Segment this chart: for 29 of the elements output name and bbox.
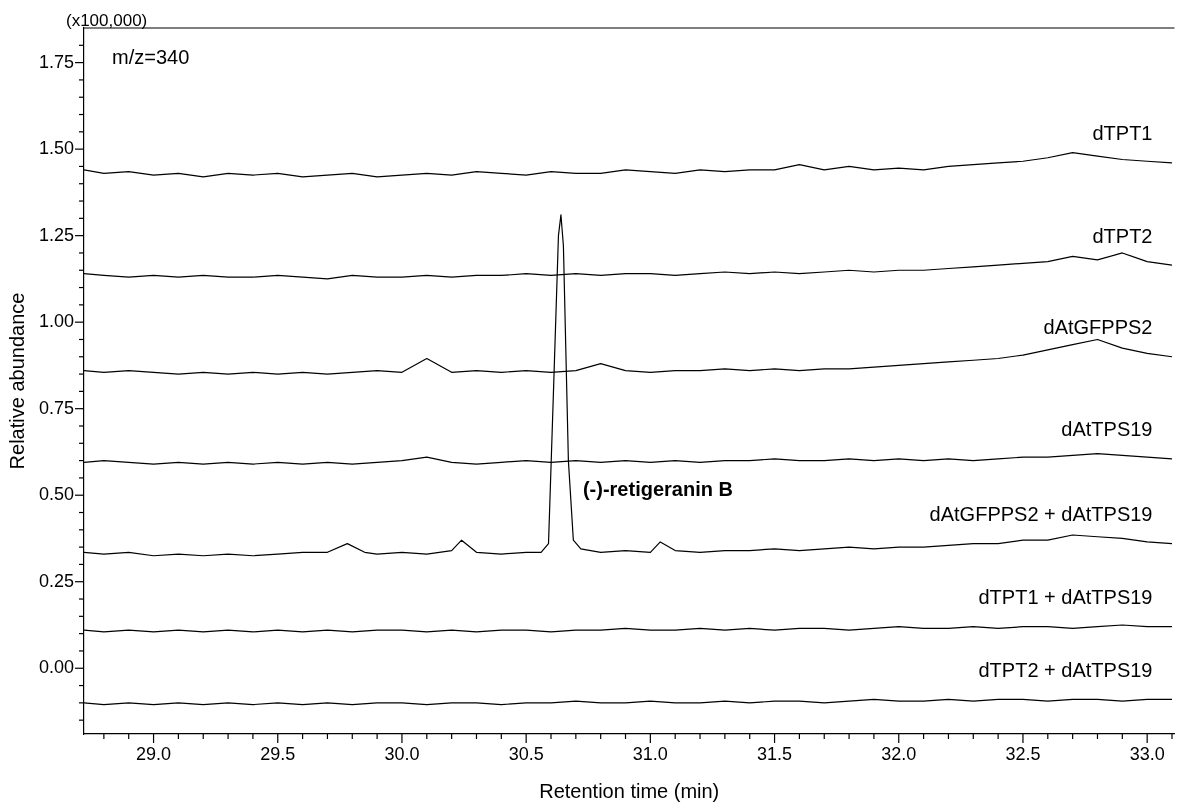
- y-tick-label: 1.00: [38, 311, 74, 332]
- series-label: dAtTPS19: [1061, 418, 1153, 441]
- series-label: dAtGFPPS2: [1043, 316, 1153, 339]
- x-tick-label: 31.0: [632, 743, 668, 764]
- y-tick-label: 0.50: [38, 484, 74, 505]
- y-tick-label: 0.25: [38, 570, 74, 591]
- series-label: dTPT1 + dAtTPS19: [978, 586, 1153, 609]
- y-tick-label: 0.75: [38, 397, 74, 418]
- x-tick-label: 29.0: [136, 743, 172, 764]
- annotation: (-)-retigeranin B: [582, 477, 733, 500]
- annotation: m/z=340: [112, 45, 190, 68]
- annotation: (x100,000): [66, 11, 148, 31]
- y-axis-title: Relative abundance: [5, 292, 28, 470]
- x-tick-label: 30.5: [508, 743, 544, 764]
- y-tick-label: 1.25: [38, 224, 74, 245]
- y-tick-label: 0.00: [38, 657, 74, 678]
- series-label: dTPT2 + dAtTPS19: [978, 658, 1153, 681]
- x-axis-title: Retention time (min): [539, 779, 720, 802]
- series-label: dTPT1: [1092, 122, 1153, 145]
- y-tick-label: 1.75: [38, 51, 74, 72]
- x-tick-label: 29.5: [260, 743, 296, 764]
- x-tick-label: 31.5: [757, 743, 793, 764]
- x-tick-label: 32.5: [1005, 743, 1041, 764]
- x-tick-label: 33.0: [1129, 743, 1165, 764]
- series-label: dTPT2: [1092, 224, 1153, 247]
- y-tick-label: 1.50: [38, 138, 74, 159]
- x-tick-label: 32.0: [881, 743, 917, 764]
- x-tick-label: 30.0: [384, 743, 420, 764]
- series-label: dAtGFPPS2 + dAtTPS19: [929, 503, 1153, 526]
